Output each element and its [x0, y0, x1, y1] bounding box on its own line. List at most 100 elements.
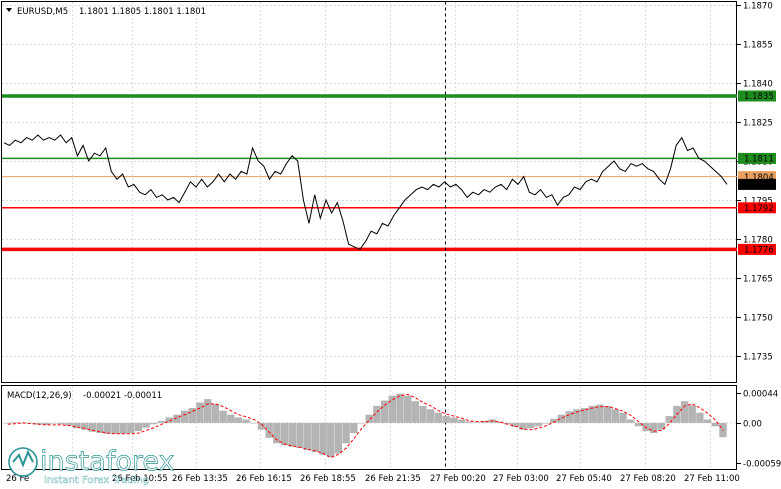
macd-histogram-bar [257, 422, 266, 430]
macd-histogram-bar [396, 393, 404, 423]
macd-histogram-bar [557, 414, 566, 423]
macd-histogram-bar [527, 422, 535, 429]
time-x-tick-label: 26 Feb 18:55 [300, 474, 356, 484]
macd-histogram-bar [211, 403, 220, 423]
macd-histogram-bar [519, 422, 527, 430]
macd-histogram-bar [680, 401, 689, 423]
macd-signal-line [7, 393, 724, 459]
macd-histogram-bar [373, 405, 381, 423]
macd-histogram-bar [142, 422, 150, 428]
macd-histogram-bar [327, 422, 335, 457]
level-label-text: 1.1801 [744, 181, 774, 191]
level-label-text: 1.1811 [744, 155, 774, 165]
macd-histogram-bar [250, 422, 258, 424]
macd-histogram-bar [227, 414, 235, 423]
level-label-bg-1.1835 [738, 90, 776, 102]
macd-histogram-bar [473, 422, 481, 423]
macd-histogram-bar [511, 422, 519, 427]
macd-histogram-bar [688, 405, 696, 423]
macd-histogram-bar [696, 412, 704, 423]
price-pane-frame [1, 1, 737, 383]
macd-pane: 0.00044 0.00 -0.00059 MACD(12,26,9) -0.000… [1, 385, 781, 470]
chevron-down-icon[interactable] [6, 8, 12, 12]
macd-histogram-bar [11, 422, 20, 423]
price-y-tick-label: 1.1825 [743, 119, 773, 129]
macd-histogram-bar [280, 422, 289, 446]
macd-histogram-bar [650, 422, 658, 434]
macd-histogram-bar [434, 412, 443, 423]
macd-histogram-bar [657, 422, 666, 430]
macd-histogram-bar [357, 422, 366, 424]
macd-histogram-bar [365, 414, 373, 423]
macd-histogram-bar [411, 401, 419, 423]
macd-name: MACD(12,26,9) [7, 391, 72, 401]
macd-histogram-bar [465, 421, 473, 423]
time-x-tick-label: 27 Feb 05:40 [556, 474, 612, 484]
time-x-tick-label: 26 Feb 16:15 [236, 474, 292, 484]
price-series-line [3, 134, 728, 251]
level-label-text: 1.1776 [744, 246, 774, 256]
macd-histogram-bar [534, 422, 543, 427]
macd-histogram-bar [611, 409, 619, 423]
macd-histogram-bar [388, 395, 396, 423]
macd-histogram-bar [342, 422, 350, 444]
macd-histogram-bar [88, 422, 96, 432]
level-label-bg-1.1792 [738, 202, 776, 214]
macd-histogram-bar [242, 419, 250, 423]
macd-histogram-bar [457, 419, 466, 423]
logo-brand-text: instaforex [40, 446, 174, 477]
time-x-tick-label: 27 Feb 11:00 [684, 474, 740, 484]
time-x-tick-label: 27 Feb 03:00 [493, 474, 549, 484]
macd-histogram-bar [380, 400, 389, 423]
macd-histogram-bar [665, 416, 673, 423]
macd-histogram-bar [50, 422, 58, 424]
macd-histogram-bar [350, 422, 358, 434]
price-y-tick-label: 1.1735 [743, 353, 773, 363]
price-pane: 1.18701.18551.18401.18251.18101.17951.17… [1, 1, 776, 470]
macd-histogram-bar [311, 422, 320, 453]
price-y-tick-label: 1.1780 [743, 236, 773, 246]
macd-histogram-bar [480, 420, 489, 423]
macd-histogram-bar [65, 422, 73, 426]
macd-histogram-bar [273, 422, 281, 444]
price-levels [2, 94, 737, 252]
macd-histogram-bar [119, 422, 127, 434]
price-y-tick-label: 1.1795 [743, 197, 773, 207]
time-x-axis: 26 Fe 26 Feb 10:55 26 Feb 13:35 26 Feb 16:1… [6, 474, 740, 484]
chart-header: EURUSD,M5 1.1801 1.1805 1.1801 1.1801 [6, 7, 206, 17]
macd-histogram-bar [550, 418, 558, 423]
macd-histogram-bar [565, 411, 573, 423]
macd-histogram-bar [104, 422, 112, 434]
macd-histogram-bar [34, 422, 43, 425]
macd-histogram-bar [450, 417, 458, 423]
level-label-text: 1.1792 [744, 204, 774, 214]
macd-histogram-bar [57, 422, 66, 425]
price-y-tick-label: 1.1855 [743, 41, 773, 51]
macd-histogram-bar [703, 419, 712, 423]
macd-histogram-bar [588, 405, 596, 423]
logo-tagline-text: Instant Forex Trading [44, 475, 149, 486]
ohlc-values: 1.1801 1.1805 1.1801 1.1801 [79, 7, 206, 17]
macd-histogram-bar [603, 405, 612, 423]
macd-y-tick-label: 0.00 [743, 420, 762, 430]
macd-histogram-bar [404, 395, 412, 423]
time-x-tick-label: 27 Feb 00:20 [430, 474, 486, 484]
macd-histogram-bar [542, 422, 550, 424]
macd-histogram-bar [234, 417, 243, 423]
macd-histogram-bar [573, 409, 581, 423]
macd-histogram-bar [180, 410, 189, 423]
macd-histogram-bar [27, 422, 35, 424]
macd-histogram-bar [150, 422, 158, 425]
macd-pane-frame [1, 385, 737, 470]
level-label-bg-1.1801 [738, 178, 776, 190]
price-y-tick-label: 1.1765 [743, 275, 773, 285]
macd-histogram-bar [619, 412, 627, 423]
macd-histogram-bar [419, 405, 427, 423]
macd-histogram-bar [42, 422, 50, 425]
macd-histogram-bar [111, 422, 120, 434]
macd-histogram-bar [627, 419, 635, 423]
macd-histogram-bar [196, 402, 204, 423]
macd-histogram-bar [334, 422, 343, 454]
macd-header: MACD(12,26,9) -0.00021 -0.00011 [7, 391, 162, 401]
